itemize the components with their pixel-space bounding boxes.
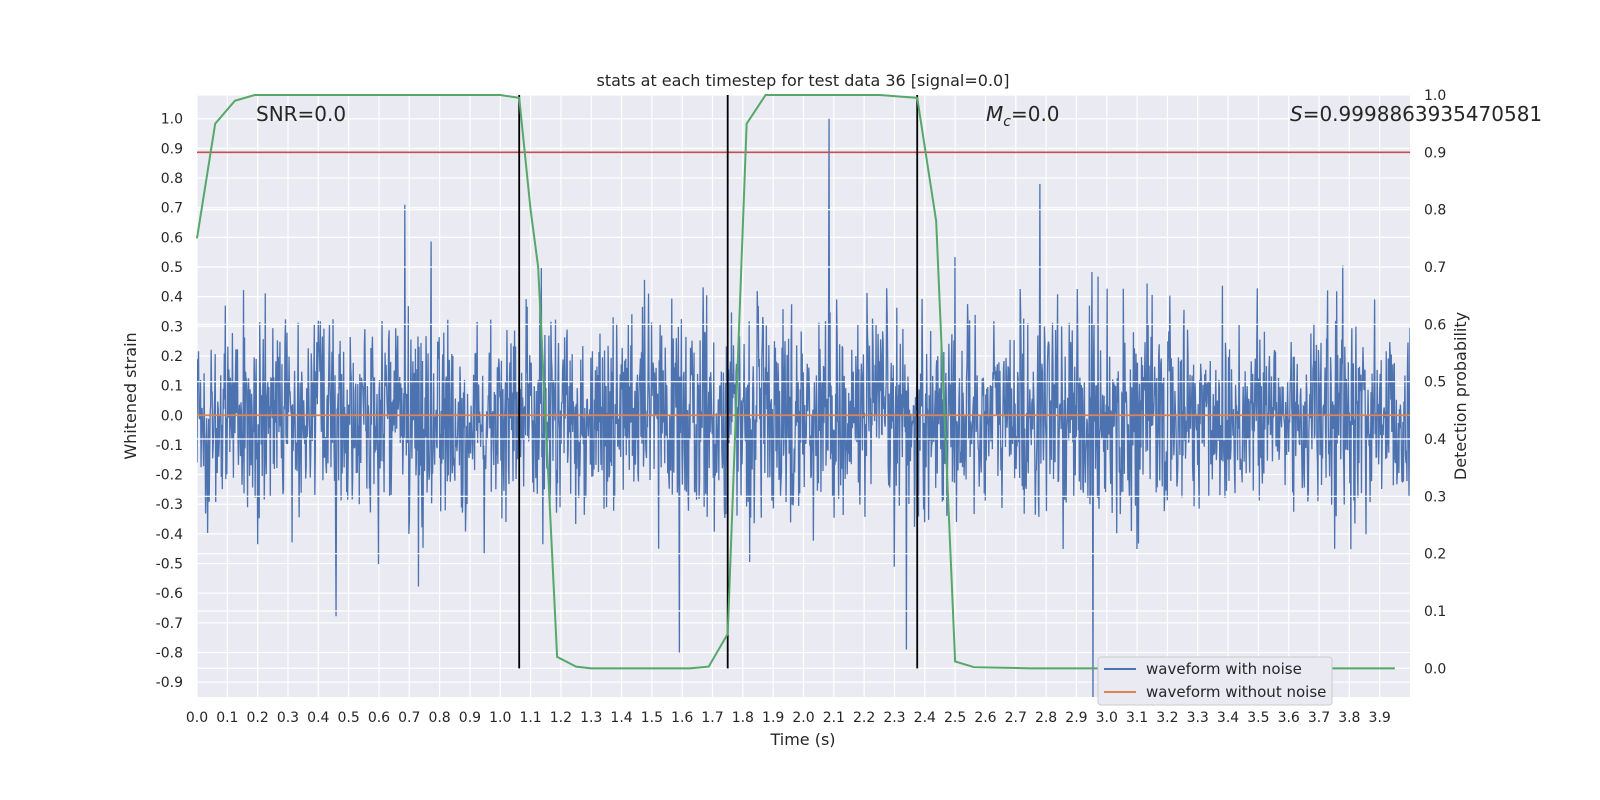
- y-tick-label: 0.5: [161, 260, 183, 276]
- x-tick-label: 1.1: [519, 710, 541, 726]
- x-tick-label: 3.0: [1096, 710, 1118, 726]
- x-tick-label: 0.6: [368, 710, 390, 726]
- x-tick-label: 2.6: [974, 710, 996, 726]
- x-tick-label: 2.3: [883, 710, 905, 726]
- x-tick-label: 3.8: [1338, 710, 1360, 726]
- y-tick-label: -0.1: [156, 438, 183, 454]
- noise-trace: [197, 118, 1410, 697]
- x-tick-label: 3.6: [1278, 710, 1300, 726]
- annotation-s-value: =0.9998863935470581: [1303, 102, 1542, 126]
- legend-box: [1097, 656, 1333, 706]
- y-right-tick-label: 0.4: [1424, 432, 1446, 448]
- chart-title: stats at each timestep for test data 36 …: [597, 71, 1010, 90]
- y-axis-label: Whitened strain: [121, 332, 140, 459]
- y-tick-label: 0.6: [161, 230, 183, 246]
- legend-label-clean: waveform without noise: [1146, 683, 1326, 701]
- series-waveform-with-noise: [197, 118, 1410, 697]
- x-tick-label: 0.8: [428, 710, 450, 726]
- annotation-mc-value: =0.0: [1011, 102, 1060, 126]
- x-tick-label: 1.0: [489, 710, 511, 726]
- y-tick-label: -0.4: [156, 527, 183, 543]
- x-tick-label: 1.8: [732, 710, 754, 726]
- y-tick-label: 0.7: [161, 201, 183, 217]
- x-tick-label: 0.2: [247, 710, 269, 726]
- annotation-snr: SNR=0.0: [256, 102, 346, 126]
- x-tick-label: 2.7: [1005, 710, 1027, 726]
- x-tick-label: 3.2: [1156, 710, 1178, 726]
- y-right-tick-label: 0.1: [1424, 604, 1446, 620]
- vertical-markers: [518, 95, 919, 669]
- y-right-tick-label: 0.8: [1424, 203, 1446, 219]
- annotation-mc-symbol: M: [986, 102, 1003, 126]
- x-tick-label: 0.1: [216, 710, 238, 726]
- series-detection-probability: [196, 94, 1395, 670]
- y-tick-label: 0.9: [161, 141, 183, 157]
- x-tick-label: 2.8: [1035, 710, 1057, 726]
- y-axis-right-ticks: 1.0 0.9 0.8 0.7 0.6 0.5 0.4 0.3 0.2 0.1 0.0: [1424, 88, 1446, 677]
- y-tick-label: 0.1: [161, 379, 183, 395]
- y-tick-label: -0.5: [156, 557, 183, 573]
- x-tick-label: 0.4: [307, 710, 329, 726]
- x-tick-label: 2.0: [792, 710, 814, 726]
- x-tick-label: 0.7: [398, 710, 420, 726]
- y-right-tick-label: 0.2: [1424, 547, 1446, 563]
- y-tick-label: 0.4: [161, 290, 183, 306]
- x-tick-label: 3.1: [1126, 710, 1148, 726]
- y-right-tick-label: 0.5: [1424, 375, 1446, 391]
- y-axis-right-label: Detection probability: [1451, 312, 1470, 480]
- x-tick-label: 1.4: [610, 710, 632, 726]
- y-right-tick-label: 0.6: [1424, 317, 1446, 333]
- y-right-tick-label: 0.9: [1424, 145, 1446, 161]
- legend-label-noise: waveform with noise: [1146, 660, 1302, 678]
- x-tick-label: 2.5: [944, 710, 966, 726]
- y-tick-label: -0.2: [156, 468, 183, 484]
- x-tick-label: 1.6: [671, 710, 693, 726]
- x-tick-label: 1.9: [762, 710, 784, 726]
- y-tick-label: 0.8: [161, 171, 183, 187]
- x-tick-label: 1.3: [580, 710, 602, 726]
- y-tick-label: 1.0: [161, 112, 183, 128]
- x-tick-label: 3.9: [1369, 710, 1391, 726]
- annotation-mc-sub: c: [1003, 114, 1011, 130]
- x-tick-label: 1.5: [641, 710, 663, 726]
- x-tick-label: 0.0: [186, 710, 208, 726]
- y-tick-label: -0.6: [156, 586, 183, 602]
- y-tick-label: 0.2: [161, 349, 183, 365]
- y-right-tick-label: 0.7: [1424, 260, 1446, 276]
- y-tick-label: 0.3: [161, 319, 183, 335]
- x-tick-label: 2.2: [853, 710, 875, 726]
- annotation-s-symbol: S: [1290, 102, 1303, 126]
- y-tick-label: -0.9: [156, 675, 183, 691]
- x-axis-ticks: 0.0 0.1 0.2 0.3 0.4 0.5 0.6 0.7 0.8 0.9 1.0 1.1 1.2 1…: [186, 710, 1391, 726]
- x-tick-label: 1.2: [550, 710, 572, 726]
- y-axis-ticks: 1.0 0.9 0.8 0.7 0.6 0.5 0.4 0.3 0.2 0.1 0.0 -0.1 -0.…: [156, 112, 183, 691]
- x-tick-label: 2.9: [1065, 710, 1087, 726]
- y-right-tick-label: 0.3: [1424, 489, 1446, 505]
- x-tick-label: 3.3: [1187, 710, 1209, 726]
- x-tick-label: 3.5: [1247, 710, 1269, 726]
- legend: waveform with noise waveform without noi…: [1097, 656, 1333, 706]
- grid: [196, 95, 1410, 697]
- x-tick-label: 0.5: [337, 710, 359, 726]
- y-right-tick-label: 0.0: [1424, 661, 1446, 677]
- y-right-tick-label: 1.0: [1424, 88, 1446, 104]
- x-tick-label: 1.7: [701, 710, 723, 726]
- y-tick-label: -0.8: [156, 646, 183, 662]
- x-tick-label: 3.7: [1308, 710, 1330, 726]
- x-tick-label: 2.1: [823, 710, 845, 726]
- y-tick-label: -0.7: [156, 616, 183, 632]
- y-tick-label: 0.0: [161, 408, 183, 424]
- x-tick-label: 0.9: [459, 710, 481, 726]
- x-tick-label: 3.4: [1217, 710, 1239, 726]
- x-axis-label: Time (s): [769, 730, 835, 749]
- y-tick-label: -0.3: [156, 497, 183, 513]
- x-tick-label: 2.4: [914, 710, 936, 726]
- annotation-mc: Mc=0.0: [986, 102, 1060, 130]
- annotation-s: S=0.9998863935470581: [1290, 102, 1542, 126]
- x-tick-label: 0.3: [277, 710, 299, 726]
